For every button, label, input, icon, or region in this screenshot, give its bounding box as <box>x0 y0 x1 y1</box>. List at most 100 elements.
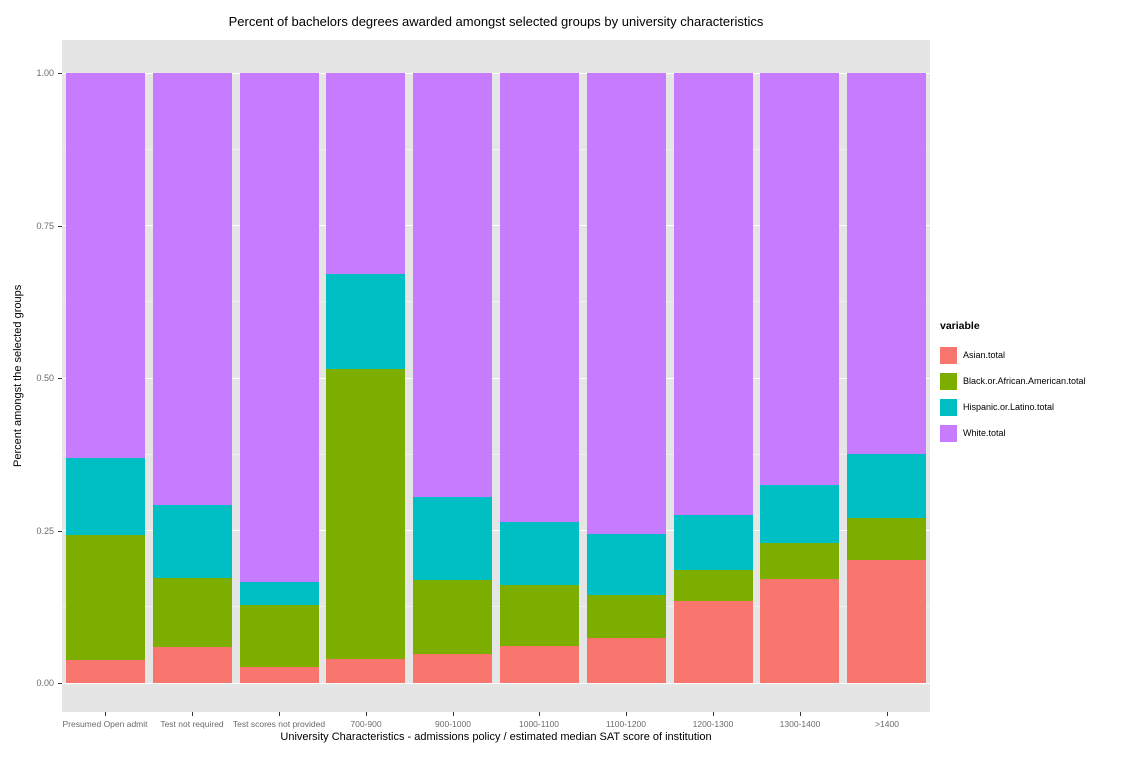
plot-panel <box>62 40 930 712</box>
bar-segment <box>66 535 145 661</box>
stacked-bar <box>847 73 926 683</box>
bar-segment <box>500 585 579 646</box>
bar-segment <box>66 73 145 458</box>
minor-gridline <box>62 148 930 150</box>
x-tick-mark <box>626 712 627 716</box>
bar-segment <box>413 496 492 580</box>
x-tick-mark <box>887 712 888 716</box>
bar-segment <box>674 73 753 516</box>
bar-segment <box>326 659 405 683</box>
y-tick-label: 0.50 <box>36 373 54 383</box>
bar-segment <box>847 559 926 683</box>
bar-segment <box>847 454 926 519</box>
stacked-bar <box>413 73 492 683</box>
stacked-bar <box>674 73 753 683</box>
legend-items: Asian.total Black.or.African.American.tot… <box>940 342 1130 446</box>
legend-item-label: Black.or.African.American.total <box>963 376 1086 386</box>
legend-item: Asian.total <box>940 342 1130 368</box>
x-tick-mark <box>713 712 714 716</box>
stacked-bar <box>66 73 145 683</box>
x-tick-mark <box>279 712 280 716</box>
legend-item: White.total <box>940 420 1130 446</box>
bar-segment <box>240 604 319 667</box>
x-tick-mark <box>800 712 801 716</box>
y-tick-mark <box>58 378 62 379</box>
stacked-bar <box>500 73 579 683</box>
legend-key-swatch <box>940 346 957 364</box>
y-tick-mark <box>58 530 62 532</box>
legend: variable Asian.total Black.or.African.Ame… <box>940 320 1130 446</box>
x-tick-label: 700-900 <box>350 719 382 729</box>
minor-gridline <box>62 453 930 455</box>
bar-segment <box>587 73 666 535</box>
y-tick-label: 0.00 <box>36 678 54 688</box>
bar-segment <box>500 645 579 683</box>
bar-segment <box>760 73 839 485</box>
bar-segment <box>326 273 405 369</box>
x-tick-label: 1200-1300 <box>692 719 734 729</box>
minor-gridline <box>62 606 930 608</box>
x-tick-label: 1000-1100 <box>518 719 560 729</box>
x-tick-mark <box>192 712 193 716</box>
x-tick-label: 900-1000 <box>435 719 471 729</box>
bar-segment <box>500 521 579 586</box>
bar-segment <box>240 582 319 605</box>
major-gridline <box>62 682 930 684</box>
y-tick-mark <box>58 683 62 684</box>
bar-segment <box>587 534 666 595</box>
y-tick-label: 1.00 <box>36 68 54 78</box>
bar-segment <box>413 73 492 497</box>
bar-segment <box>66 457 145 536</box>
x-tick-label: Presumed Open admit <box>62 719 148 729</box>
legend-key-swatch <box>940 398 957 416</box>
chart-title: Percent of bachelors degrees awarded amo… <box>228 14 764 29</box>
major-gridline <box>62 225 930 226</box>
bar-segment <box>760 542 839 579</box>
bar-segment <box>587 637 666 683</box>
y-tick-mark <box>58 225 62 227</box>
x-axis-title: University Characteristics - admissions … <box>280 731 712 743</box>
bar-segment <box>847 73 926 455</box>
legend-item-label: Hispanic.or.Latino.total <box>963 402 1055 412</box>
bar-segment <box>153 504 232 579</box>
bar-segment <box>66 660 145 683</box>
x-tick-mark <box>539 712 540 716</box>
x-tick-mark <box>105 712 106 716</box>
x-tick-mark <box>453 712 454 716</box>
stacked-bar <box>240 73 319 683</box>
bar-segment <box>326 368 405 660</box>
bar-segment <box>500 73 579 522</box>
stacked-bar <box>587 73 666 683</box>
bar-segment <box>760 578 839 683</box>
x-tick-label: >1400 <box>875 719 899 729</box>
bar-segment <box>674 600 753 683</box>
legend-key-swatch <box>940 424 957 442</box>
x-tick-mark <box>366 712 367 716</box>
bar-segment <box>153 578 232 647</box>
stacked-bar <box>153 73 232 683</box>
legend-title: variable <box>940 320 980 332</box>
minor-gridline <box>62 301 930 303</box>
legend-item: Black.or.African.American.total <box>940 368 1130 394</box>
bar-segment <box>326 73 405 274</box>
stacked-bar <box>326 73 405 683</box>
legend-key-swatch <box>940 372 957 390</box>
x-tick-label: 1300-1400 <box>779 719 821 729</box>
x-tick-label: Test scores not provided <box>232 719 326 729</box>
legend-item-label: White.total <box>963 428 1006 438</box>
bar-segment <box>153 646 232 683</box>
bar-segment <box>760 484 839 543</box>
bar-segment <box>413 579 492 654</box>
bar-segment <box>587 594 666 638</box>
stacked-bar <box>760 73 839 683</box>
bar-segment <box>674 515 753 571</box>
bar-segment <box>153 73 232 505</box>
bar-segment <box>847 518 926 560</box>
legend-item-label: Asian.total <box>963 350 1006 360</box>
bar-segment <box>674 570 753 601</box>
bar-segment <box>413 653 492 683</box>
y-tick-mark <box>58 73 62 74</box>
y-tick-label: 0.25 <box>36 525 54 536</box>
y-tick-label: 0.75 <box>36 220 54 231</box>
